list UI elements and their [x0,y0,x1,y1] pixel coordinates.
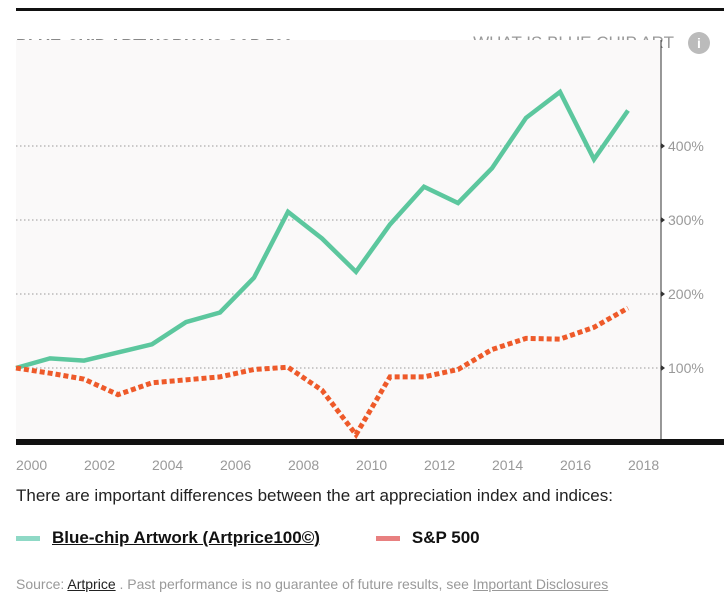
y-tick-label: 400% [668,138,704,154]
source-text: . Past performance is no guarantee of fu… [119,576,469,592]
source-line: Source: Artprice . Past performance is n… [16,576,608,592]
x-tick-label: 2016 [560,457,591,473]
x-tick-label: 2006 [220,457,251,473]
info-icon[interactable]: i [688,32,710,54]
x-tick-label: 2004 [152,457,183,473]
artwork-line [15,88,630,371]
y-tick-label: 300% [668,212,704,228]
tick-arrow [661,291,665,297]
line-chart: 100% 200% 300% 400% 2000 2002 2004 2006 2008 2010… [15,40,724,473]
sp500-line [15,305,630,440]
x-tick-label: 2008 [288,457,319,473]
x-tick-label: 2010 [356,457,387,473]
legend-swatch-artwork [16,535,40,541]
top-rule [16,8,724,11]
artprice-link[interactable]: Artprice [67,576,116,592]
y-tick-label: 200% [668,286,704,302]
x-axis-baseline [16,439,724,445]
x-tick-label: 2014 [492,457,523,473]
legend-artwork-link[interactable]: Blue-chip Artwork (Artprice100©) [52,528,320,547]
legend: Blue-chip Artwork (Artprice100©) S&P 500 [16,528,480,548]
x-tick-label: 2000 [16,457,47,473]
legend-sp500-label: S&P 500 [411,528,480,547]
differences-note: There are important differences between … [16,486,613,505]
legend-swatch-sp500 [375,535,400,541]
important-disclosures-link[interactable]: Important Disclosures [472,576,609,592]
x-tick-label: 2012 [424,457,455,473]
tick-arrow [661,217,665,223]
tick-arrow [661,365,665,371]
plot-background [16,40,661,442]
x-tick-label: 2018 [628,457,659,473]
tick-arrow [661,143,665,149]
y-tick-label: 100% [668,360,704,376]
x-tick-label: 2002 [84,457,115,473]
source-prefix: Source: [16,576,65,592]
